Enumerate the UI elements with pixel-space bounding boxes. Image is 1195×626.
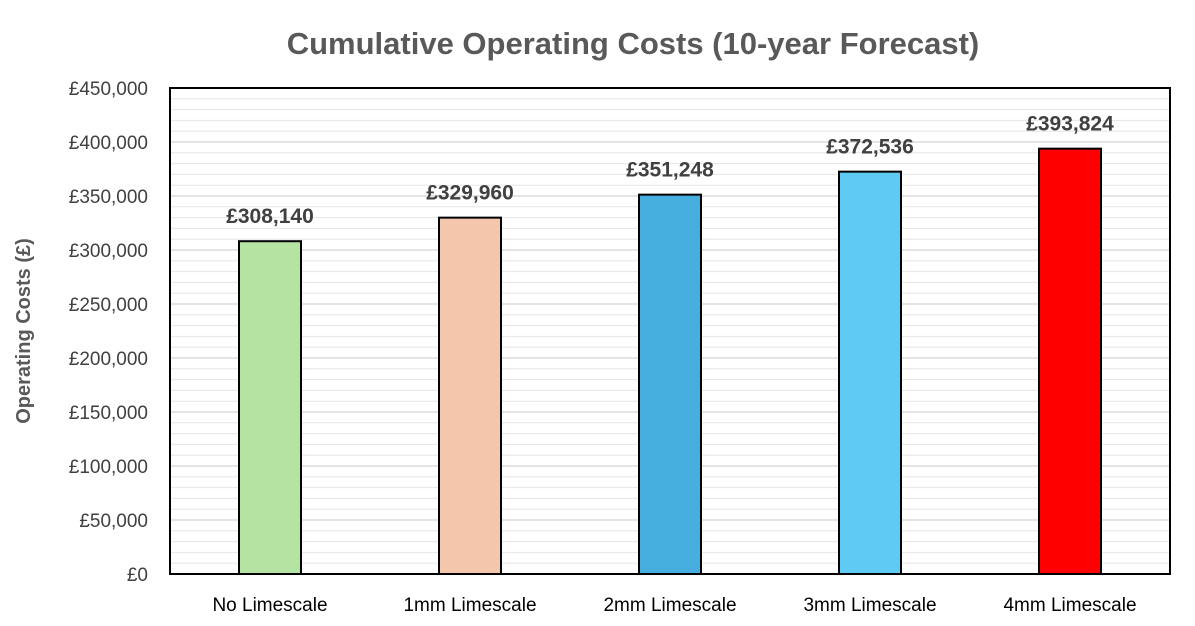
y-tick-label: £200,000: [69, 349, 148, 370]
plot-area-border: [169, 87, 1171, 575]
y-tick-label: £100,000: [69, 457, 148, 478]
x-tick-label: 2mm Limescale: [603, 595, 736, 616]
bars: [238, 147, 1102, 576]
y-tick-labels: £0 £50,000 £100,000 £150,000 £200,000 £250,00…: [69, 79, 148, 586]
data-label: £372,536: [826, 136, 914, 159]
data-label: £351,248: [626, 159, 714, 182]
x-tick-label: No Limescale: [212, 595, 327, 616]
bar: [838, 170, 902, 575]
bar: [638, 193, 702, 575]
y-tick-label: £400,000: [69, 133, 148, 154]
data-label: £329,960: [426, 182, 514, 205]
y-tick-label: £150,000: [69, 403, 148, 424]
x-tick-label: 3mm Limescale: [803, 595, 936, 616]
y-tick-label: £300,000: [69, 241, 148, 262]
x-tick-label: 1mm Limescale: [403, 595, 536, 616]
y-axis-label: Operating Costs (£): [13, 238, 35, 424]
bar: [1038, 147, 1102, 575]
y-tick-label: £50,000: [79, 511, 148, 532]
bar: [438, 216, 502, 576]
data-labels: £308,140 £329,960 £351,248 £372,536 £393,824: [226, 113, 1114, 229]
y-tick-label: £350,000: [69, 187, 148, 208]
bar: [238, 240, 302, 575]
y-tick-label: £250,000: [69, 295, 148, 316]
y-tick-label: £450,000: [69, 79, 148, 100]
y-tick-label: £0: [127, 565, 148, 586]
x-tick-labels: No Limescale 1mm Limescale 2mm Limescale 3m…: [212, 595, 1136, 616]
chart-title: Cumulative Operating Costs (10-year Fore…: [287, 26, 980, 61]
x-tick-label: 4mm Limescale: [1003, 595, 1136, 616]
data-label: £393,824: [1026, 113, 1114, 136]
data-label: £308,140: [226, 205, 314, 228]
